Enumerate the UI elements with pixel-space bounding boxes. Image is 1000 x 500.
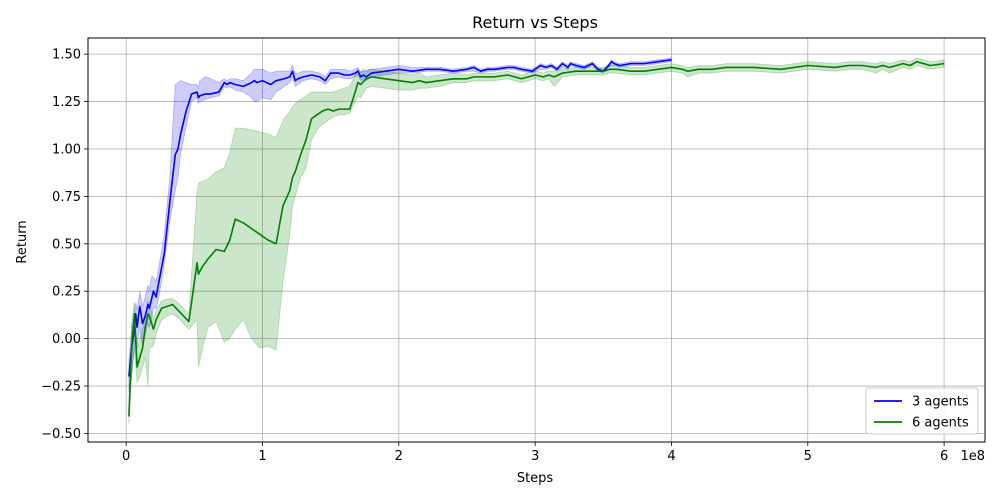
y-axis-ticks: −0.50 −0.25 0.00 0.25 0.50 0.75 1.00 1.25 1.50	[41, 48, 88, 442]
legend-label: 3 agents	[912, 395, 969, 410]
x-axis-label: Steps	[517, 471, 554, 486]
x-tick-label: 4	[667, 449, 675, 464]
series-lines	[128, 59, 945, 417]
y-tick-label: −0.50	[41, 427, 81, 442]
x-tick-label: 1	[258, 449, 266, 464]
x-axis-ticks: 0 1 2 3 4 5 6	[122, 442, 948, 464]
y-axis-label: Return	[15, 220, 30, 263]
x-tick-label: 0	[122, 449, 130, 464]
plot-frame	[87, 37, 986, 443]
confidence-band-series-2	[128, 57, 945, 425]
y-tick-label: 0.25	[52, 285, 81, 300]
legend: 3 agents 6 agents	[865, 387, 979, 435]
x-tick-label: 6	[940, 449, 948, 464]
x-tick-label: 2	[395, 449, 403, 464]
y-tick-label: 0.75	[52, 190, 81, 205]
y-tick-label: 1.25	[52, 95, 81, 110]
y-tick-label: 0.00	[52, 332, 81, 347]
x-tick-label: 3	[531, 449, 539, 464]
confidence-bands	[128, 57, 945, 425]
y-tick-label: −0.25	[41, 380, 81, 395]
y-tick-label: 0.50	[52, 237, 81, 252]
legend-label: 6 agents	[912, 416, 969, 431]
chart-title: Return vs Steps	[472, 13, 598, 32]
x-tick-label: 5	[804, 449, 812, 464]
line-series-2	[128, 60, 945, 417]
x-axis-offset-text: 1e8	[960, 449, 985, 464]
line-series-1	[128, 59, 672, 377]
y-tick-label: 1.00	[52, 142, 81, 157]
confidence-band-series-1	[128, 57, 672, 392]
grid	[88, 38, 985, 442]
y-tick-label: 1.50	[52, 48, 81, 63]
